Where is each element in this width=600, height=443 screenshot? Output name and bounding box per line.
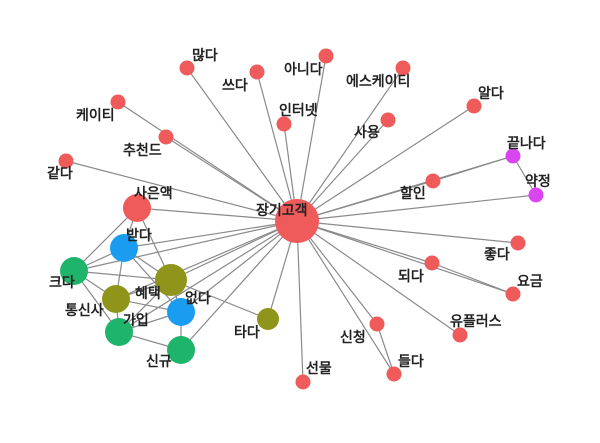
node-sincheong — [369, 316, 385, 332]
node-manta — [179, 60, 195, 76]
edge-batda-eopda — [123, 247, 182, 313]
node-label-keuda: 크다 — [49, 275, 75, 291]
node-label-gaip: 가입 — [123, 313, 149, 329]
node-label-keiti: 케이티 — [76, 107, 115, 124]
edge-jangigogaek-gatda — [65, 160, 298, 222]
edge-jangigogaek-gaip — [118, 220, 298, 333]
node-kkeutnada — [505, 148, 521, 164]
edge-jangigogaek-hyetaek — [170, 220, 298, 281]
edge-jangigogaek-yupeulleoseu — [296, 220, 461, 336]
node-yupeulleoseu — [452, 327, 468, 343]
edge-doeda-yogeum — [431, 262, 514, 295]
edge-saeunhaek-keuda — [73, 207, 138, 272]
node-label-deulda: 들다 — [398, 354, 424, 370]
node-label-sayong: 사용 — [354, 125, 380, 141]
node-tada — [257, 308, 279, 330]
edge-jangigogaek-anida — [296, 55, 327, 222]
node-chucheondeu — [158, 129, 174, 145]
node-label-inteonet: 인터넷 — [279, 102, 318, 119]
node-label-alda: 알다 — [478, 86, 504, 102]
node-label-chucheondeu: 추천드 — [123, 143, 162, 159]
node-label-seonmul: 선물 — [306, 361, 332, 377]
node-label-gatda: 같다 — [47, 165, 73, 182]
edge-jangigogaek-sseuda — [256, 71, 298, 222]
node-label-eopda: 없다 — [185, 291, 211, 307]
edge-jangigogaek-manta — [186, 67, 298, 222]
node-label-eseukeiti: 에스케이티 — [346, 73, 410, 90]
node-harin — [425, 173, 441, 189]
node-keiti — [110, 94, 126, 110]
node-label-saeunhaek: 사은액 — [134, 185, 173, 202]
node-anida — [318, 48, 334, 64]
edge-jangigogaek-deulda — [296, 220, 395, 375]
node-sayong — [380, 112, 396, 128]
edge-jangigogaek-chucheondeu — [165, 136, 298, 222]
node-label-batda: 받다 — [126, 227, 152, 244]
node-label-manta: 많다 — [192, 47, 218, 64]
node-label-anida: 아니다 — [284, 61, 323, 78]
edge-harin-kkeutnada — [432, 155, 514, 182]
node-label-yogeum: 요금 — [517, 274, 543, 290]
edge-jangigogaek-alda — [296, 105, 475, 222]
node-label-harin: 할인 — [400, 185, 426, 202]
edge-hyetaek-tada — [170, 279, 269, 320]
node-label-sseuda: 쓰다 — [222, 78, 248, 94]
node-deulda — [386, 366, 402, 382]
edge-sincheong-deulda — [376, 323, 395, 375]
nodes-layer — [58, 48, 544, 390]
edge-jangigogaek-saeunhaek — [136, 207, 298, 222]
edge-jangigogaek-yakjeong — [296, 194, 537, 222]
node-label-sinkyu: 신규 — [146, 354, 172, 370]
node-label-kkeutnada: 끝나다 — [507, 136, 546, 152]
edge-jangigogaek-sayong — [296, 119, 389, 222]
edge-jangigogaek-yogeum — [296, 220, 514, 295]
node-label-tada: 타다 — [234, 325, 260, 341]
node-jota — [510, 235, 526, 251]
node-eopda — [167, 298, 195, 326]
node-hyetaek — [155, 264, 187, 296]
node-sinkyu — [167, 336, 195, 364]
node-saeunhaek — [123, 194, 151, 222]
edge-jangigogaek-seonmul — [296, 220, 304, 383]
edge-kkeutnada-yakjeong — [512, 155, 537, 196]
node-label-yupeulleoseu: 유플러스 — [450, 314, 502, 330]
node-label-jota: 좋다 — [484, 247, 510, 263]
node-doeda — [424, 255, 440, 271]
edges-layer — [65, 55, 537, 383]
edge-jangigogaek-sinkyu — [180, 220, 298, 351]
node-label-jangigogaek: 장기고객 — [256, 202, 308, 219]
node-label-hyetaek: 혜택 — [135, 285, 161, 302]
node-label-tongsinsa: 통신사 — [65, 303, 104, 319]
edge-jangigogaek-eseukeiti — [296, 67, 404, 222]
node-keuda — [60, 257, 88, 285]
node-gatda — [58, 153, 74, 169]
node-yakjeong — [528, 187, 544, 203]
edge-jangigogaek-harin — [296, 180, 434, 222]
node-label-sincheong: 신청 — [340, 330, 366, 346]
node-yogeum — [505, 286, 521, 302]
edge-jangigogaek-batda — [123, 220, 298, 249]
edge-jangigogaek-keuda — [73, 220, 298, 272]
node-eseukeiti — [395, 60, 411, 76]
node-gaip — [105, 318, 133, 346]
edge-keuda-hyetaek — [73, 270, 172, 281]
node-sseuda — [249, 64, 265, 80]
node-jangigogaek — [275, 199, 319, 243]
node-batda — [110, 234, 138, 262]
edge-jangigogaek-eopda — [180, 220, 298, 313]
node-label-yakjeong: 약정 — [525, 173, 551, 190]
edge-jangigogaek-tongsinsa — [115, 220, 298, 300]
node-tongsinsa — [102, 285, 130, 313]
edge-jangigogaek-jota — [296, 220, 519, 244]
node-seonmul — [295, 374, 311, 390]
node-alda — [466, 98, 482, 114]
node-label-doeda: 되다 — [398, 269, 424, 285]
node-inteonet — [276, 116, 292, 132]
